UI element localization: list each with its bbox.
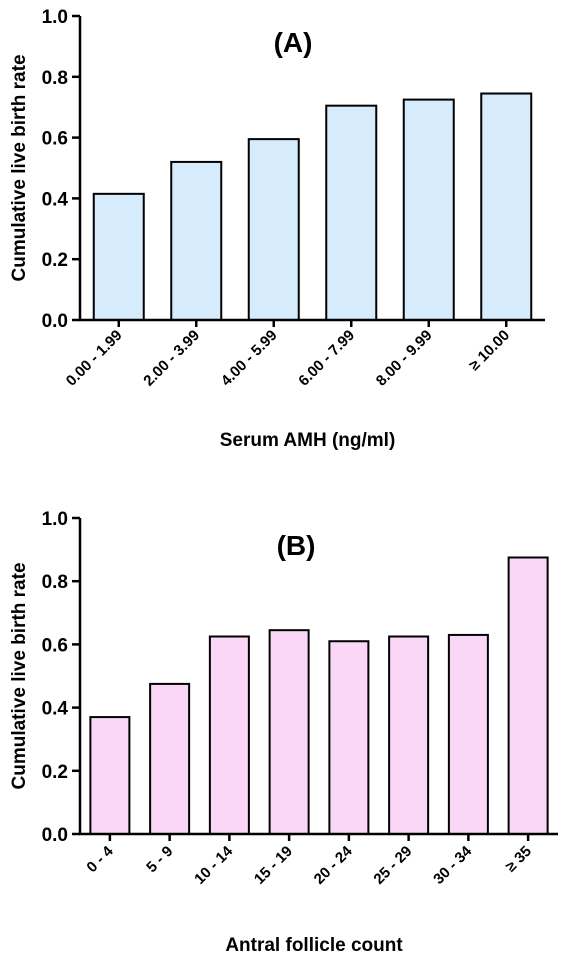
x-tick-label: 8.00 - 9.99 [373, 327, 436, 390]
y-tick-label: 1.0 [42, 7, 68, 28]
x-tick-label: 10 - 14 [191, 842, 237, 888]
x-axis-label: Serum AMH (ng/ml) [220, 430, 396, 451]
bar-5 [328, 640, 370, 835]
panel-label: (B) [277, 530, 316, 561]
y-tick-label: 0.4 [42, 699, 69, 720]
bar-1 [92, 192, 145, 321]
y-tick-label: 0.2 [42, 250, 68, 271]
x-axis-label: Antral follicle count [225, 935, 403, 956]
y-tick-label: 1.0 [42, 509, 68, 530]
chart-a: 0.0 0.2 0.4 0.6 0.8 1.0 0.00 - 1.99 2.00 - 3.99… [9, 7, 545, 451]
x-tick-label: 30 - 34 [430, 842, 476, 888]
bar-2 [149, 682, 191, 836]
bar-7 [447, 633, 489, 835]
x-tick-label: 5 - 9 [143, 843, 176, 876]
bar-3 [247, 138, 300, 321]
y-tick-label: 0.4 [42, 189, 69, 210]
y-axis-label: Cumulative live birth rate [9, 54, 30, 281]
y-tick-label: 0.6 [42, 129, 68, 150]
panel-label: (A) [274, 27, 313, 58]
y-tick-label: 0.8 [42, 572, 68, 593]
x-tick-label: 6.00 - 7.99 [295, 327, 358, 390]
y-tick-label: 0.6 [42, 635, 68, 656]
y-tick-label: 0.0 [42, 825, 68, 846]
bar-3 [208, 635, 250, 835]
x-tick-label: 0 - 4 [83, 842, 117, 876]
bar-4 [268, 629, 310, 835]
x-tick-label: 4.00 - 5.99 [218, 327, 281, 390]
x-tick-label: ≥ 10.00 [466, 327, 513, 374]
x-tick-label: 15 - 19 [251, 843, 296, 888]
bar-6 [480, 92, 533, 321]
bar-2 [170, 160, 223, 321]
x-tick-label: 2.00 - 3.99 [140, 327, 203, 390]
y-tick-label: 0.8 [42, 68, 68, 89]
y-axis-label: Cumulative live birth rate [9, 562, 30, 789]
x-tick-label: 25 - 29 [370, 843, 415, 888]
y-tick-label: 0.0 [42, 311, 68, 332]
chart-b: 0.0 0.2 0.4 0.6 0.8 1.0 0 - 4 5 - 9 10 - 14 15 - … [9, 509, 558, 956]
bar-4 [325, 104, 378, 322]
x-tick-label: ≥ 35 [502, 843, 535, 876]
x-tick-label: 20 - 24 [311, 842, 357, 888]
bar-1 [89, 716, 131, 836]
bar-5 [402, 98, 455, 321]
bar-8 [507, 556, 549, 835]
x-tick-label: 0.00 - 1.99 [63, 327, 126, 390]
y-tick-label: 0.2 [42, 762, 68, 783]
bar-6 [388, 635, 430, 835]
